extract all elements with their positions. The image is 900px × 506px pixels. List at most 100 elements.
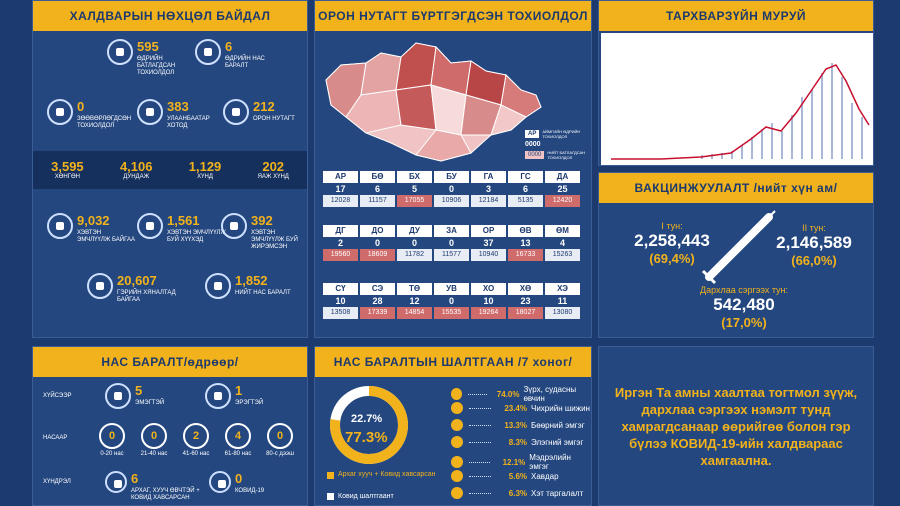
province-cell: СҮ 10 13508 bbox=[323, 283, 358, 319]
province-cell: БУ 0 10906 bbox=[434, 171, 469, 207]
cause-pct: 23.4% bbox=[504, 403, 527, 413]
gender-label: ХҮЙСЭЭР bbox=[43, 393, 72, 399]
province-total: 14854 bbox=[397, 307, 432, 319]
age-group: 0 21-40 нас bbox=[139, 423, 169, 458]
stat-total-deaths: 1,852 НИЙТ НАС БАРАЛТ bbox=[205, 273, 295, 299]
province-daily: 28 bbox=[372, 296, 383, 306]
comorb-label: ХҮНДРЭЛ bbox=[43, 479, 71, 485]
province-daily: 6 bbox=[522, 184, 528, 194]
province-total: 13080 bbox=[545, 307, 580, 319]
dotted-leader bbox=[469, 424, 491, 426]
cause-label: Хэт таргалалт bbox=[531, 488, 584, 498]
panel-causes: НАС БАРАЛТЫН ШАЛТГААН /7 хоног/ 22.7% 77… bbox=[314, 346, 592, 506]
cause-row: 13.3% Бөөрний эмгэг bbox=[451, 419, 585, 431]
province-cell: БӨ 6 11157 bbox=[360, 171, 395, 207]
organ-icon bbox=[451, 402, 463, 414]
province-cell: ЗА 0 11577 bbox=[434, 225, 469, 261]
province-daily: 0 bbox=[374, 238, 380, 248]
province-total: 11577 bbox=[434, 249, 469, 261]
dotted-leader bbox=[467, 393, 488, 395]
cause-label: Зүрх, судасны өвчин bbox=[523, 385, 577, 403]
panel-provinces: ОРОН НУТАГТ БҮРТГЭГДСЭН ТОХИОЛДОЛ АР АЙМ… bbox=[314, 0, 592, 338]
province-code: БХ bbox=[397, 171, 432, 183]
donut-pct-big: 77.3% bbox=[345, 429, 388, 446]
province-cell: ДУ 0 11782 bbox=[397, 225, 432, 261]
province-total: 17055 bbox=[397, 195, 432, 207]
province-total: 19264 bbox=[471, 307, 506, 319]
lungs-icon bbox=[107, 39, 133, 65]
province-total: 10906 bbox=[434, 195, 469, 207]
province-code: ХЭ bbox=[545, 283, 580, 295]
province-daily: 13 bbox=[520, 238, 531, 248]
province-cell: ДА 25 12420 bbox=[545, 171, 580, 207]
province-daily: 3 bbox=[485, 184, 491, 194]
province-cell: ӨМ 4 15263 bbox=[545, 225, 580, 261]
child-icon bbox=[137, 213, 163, 239]
cause-pct: 6.3% bbox=[508, 488, 527, 498]
province-cell: ОР 37 10940 bbox=[471, 225, 506, 261]
province-code: ГА bbox=[471, 171, 506, 183]
panel-title: ВАКЦИНЖУУЛАЛТ /нийт хүн ам/ bbox=[599, 173, 873, 203]
province-total: 11782 bbox=[397, 249, 432, 261]
province-cell: БХ 5 17055 bbox=[397, 171, 432, 207]
panel-title: ТАРХВАРЗҮЙН МУРУЙ bbox=[599, 1, 873, 31]
dose2: II тун: 2,146,589 (66,0%) bbox=[776, 223, 852, 268]
province-total: 12028 bbox=[323, 195, 358, 207]
city-icon bbox=[137, 99, 163, 125]
province-code: СЭ bbox=[360, 283, 395, 295]
donut-pct-small: 22.7% bbox=[351, 413, 383, 425]
province-daily: 10 bbox=[483, 296, 494, 306]
epi-chart bbox=[601, 33, 873, 165]
stat-daily-deaths: 6 ӨДРИЙН НАС БАРАЛТ bbox=[195, 39, 275, 70]
panel-vaccination: ВАКЦИНЖУУЛАЛТ /нийт хүн ам/ I тун: 2,258… bbox=[598, 172, 874, 338]
age-group: 0 0-20 нас bbox=[97, 423, 127, 458]
female-icon bbox=[105, 383, 131, 409]
cause-label: Хавдар bbox=[531, 471, 559, 481]
severity-mild: 3,595 ХӨНГӨН bbox=[51, 159, 84, 180]
deaths-chronic: 6 АРХАГ, ХУУЧ ӨВЧТЭЙ + КОВИД ХАВСАРСАН bbox=[105, 471, 211, 502]
panel-title: НАС БАРАЛТ/өдрөөр/ bbox=[33, 347, 307, 377]
province-total: 18609 bbox=[360, 249, 395, 261]
province-code: БУ bbox=[434, 171, 469, 183]
province-daily: 0 bbox=[448, 296, 454, 306]
age-group: 4 61-80 нас bbox=[223, 423, 253, 458]
syringe-icon bbox=[701, 210, 776, 285]
cause-pct: 74.0% bbox=[496, 389, 520, 399]
province-daily: 0 bbox=[411, 238, 417, 248]
province-total: 19560 bbox=[323, 249, 358, 261]
stat-hospitalized: 9,032 ХЭВТЭН ЭМЧЛҮҮЛЖ БАЙГАА bbox=[47, 213, 135, 244]
mongolia-map bbox=[325, 42, 542, 162]
patient-icon bbox=[105, 471, 127, 493]
organ-icon bbox=[451, 436, 463, 448]
panel-title: ОРОН НУТАГТ БҮРТГЭГДСЭН ТОХИОЛДОЛ bbox=[315, 1, 591, 31]
organ-icon bbox=[451, 456, 463, 468]
map-icon bbox=[223, 99, 249, 125]
province-cell: УВ 0 15535 bbox=[434, 283, 469, 319]
province-daily: 23 bbox=[520, 296, 531, 306]
panel-title: ХАЛДВАРЫН НӨХЦӨЛ БАЙДАЛ bbox=[33, 1, 307, 31]
province-total: 17339 bbox=[360, 307, 395, 319]
province-cell: ДГ 2 19560 bbox=[323, 225, 358, 261]
cause-row: 74.0% Зүрх, судасны өвчин bbox=[451, 385, 591, 403]
stat-imported: 0 ЗӨӨВӨРЛӨГДСӨН ТОХИОЛДОЛ bbox=[47, 99, 135, 130]
severity-band: 3,595 ХӨНГӨН 4,106 ДУНДАЖ 1,129 ХҮНД 202 ЯАЖ… bbox=[33, 151, 307, 189]
province-total: 12184 bbox=[471, 195, 506, 207]
province-code: ХО bbox=[471, 283, 506, 295]
cause-label: Мэдрэлийн эмгэг bbox=[529, 453, 571, 471]
province-code: ГС bbox=[508, 171, 543, 183]
province-daily: 0 bbox=[448, 238, 454, 248]
stat-daily-confirmed: 595 ӨДРИЙН БАТЛАГДСАН ТОХИОЛДОЛ bbox=[107, 39, 197, 77]
age-groups: 0 0-20 нас 0 21-40 нас 2 41-60 нас 4 61-80 н… bbox=[97, 423, 295, 458]
dotted-leader bbox=[469, 407, 491, 409]
province-code: ДО bbox=[360, 225, 395, 237]
organ-icon bbox=[451, 470, 463, 482]
stat-pregnant: 392 ХЭВТЭН ЭМЧЛҮҮЛЖ БУЙ ЖИРЭМСЭН bbox=[221, 213, 307, 251]
legend-chronic: Архаг хууч + Ковид хавсарсан bbox=[327, 471, 437, 479]
pregnant-icon bbox=[221, 213, 247, 239]
province-cell: ХО 10 19264 bbox=[471, 283, 506, 319]
cause-row: 8.3% Элэгний эмгэг bbox=[451, 436, 583, 448]
causes-donut bbox=[330, 386, 408, 464]
province-daily: 4 bbox=[559, 238, 565, 248]
province-total: 15535 bbox=[434, 307, 469, 319]
province-table-block: ДГ 2 19560 ДО 0 18609 ДУ 0 11782 ЗА 0 11577 ОР 37 1094… bbox=[323, 225, 580, 261]
